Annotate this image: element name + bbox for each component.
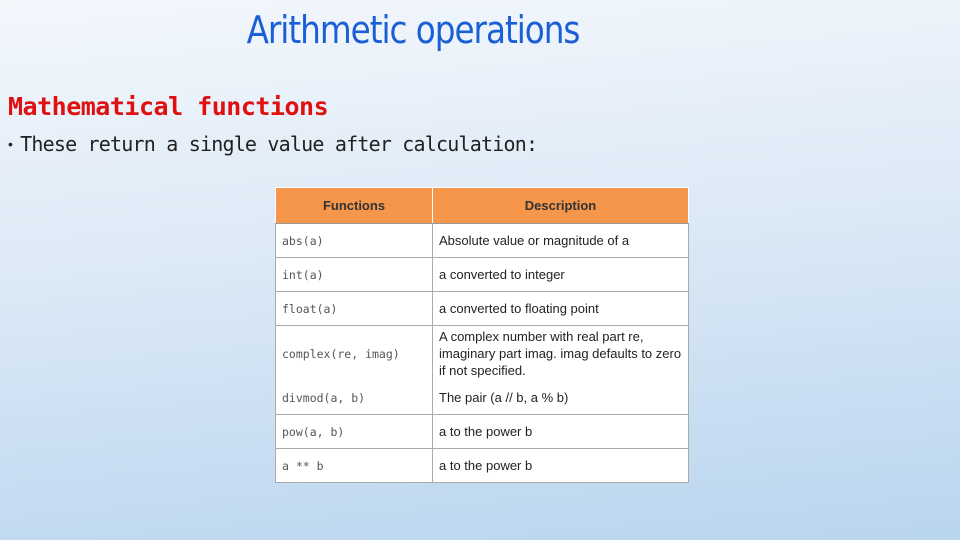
description-cell: a to the power b [432, 448, 689, 483]
description-cell: a to the power b [432, 414, 689, 449]
function-cell: pow(a, b) [275, 414, 433, 449]
bullet-point: • These return a single value after calcu… [8, 132, 538, 156]
description-cell: A complex number with real part re, imag… [432, 325, 689, 381]
table-row: int(a) a converted to integer [275, 257, 689, 292]
section-heading: Mathematical functions [8, 92, 329, 121]
table-body: abs(a) Absolute value or magnitude of a in… [275, 223, 689, 483]
description-cell: The pair (a // b, a % b) [432, 381, 689, 415]
table-row: float(a) a converted to floating point [275, 291, 689, 326]
table-row: pow(a, b) a to the power b [275, 414, 689, 449]
description-cell: Absolute value or magnitude of a [432, 223, 689, 258]
function-cell: abs(a) [275, 223, 433, 258]
function-cell: a ** b [275, 448, 433, 483]
function-cell: int(a) [275, 257, 433, 292]
function-cell: float(a) [275, 291, 433, 326]
table-row: abs(a) Absolute value or magnitude of a [275, 223, 689, 258]
description-cell: a converted to integer [432, 257, 689, 292]
bullet-text: These return a single value after calcul… [20, 132, 538, 156]
function-cell: divmod(a, b) [275, 381, 433, 415]
description-cell: a converted to floating point [432, 291, 689, 326]
functions-table: Functions Description abs(a) Absolute val… [275, 187, 689, 483]
table-row: divmod(a, b) The pair (a // b, a % b) [275, 381, 689, 415]
header-cell: Description [432, 187, 689, 224]
slide-title: Arithmetic operations [246, 8, 581, 52]
function-cell: complex(re, imag) [275, 325, 433, 381]
table-row: complex(re, imag) A complex number with r… [275, 325, 689, 381]
header-cell: Functions [275, 187, 433, 224]
header-row: Functions Description [275, 187, 689, 224]
